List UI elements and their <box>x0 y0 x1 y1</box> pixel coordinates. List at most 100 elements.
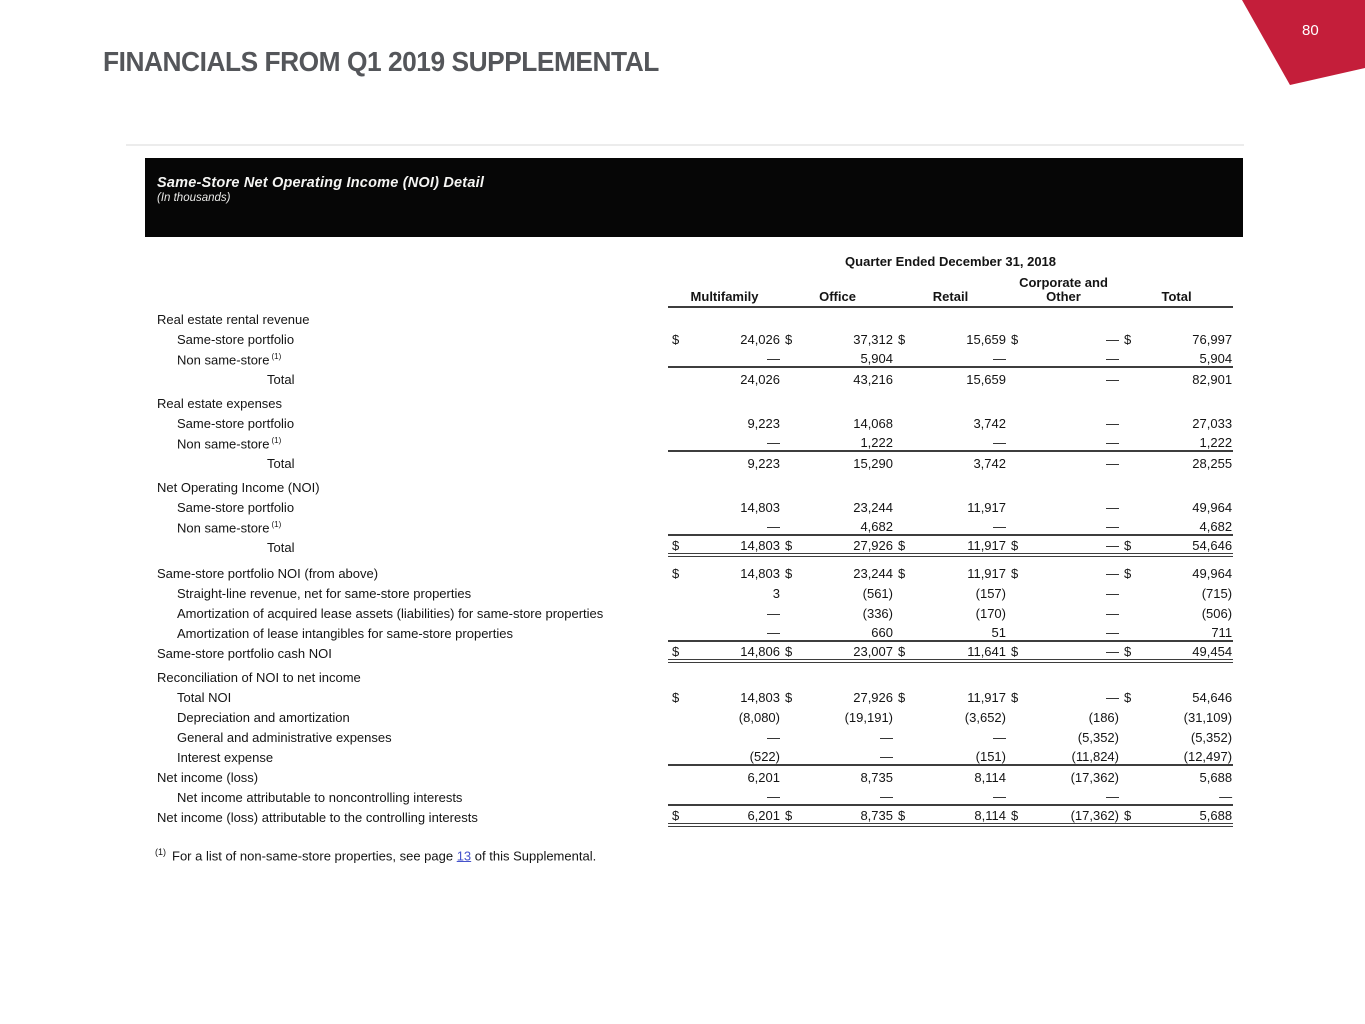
value-cell: 3,742 <box>910 450 1007 471</box>
value-cell: (157) <box>975 586 1006 601</box>
value-cell: 4,682 <box>1199 519 1233 534</box>
dollar-sign-cell: $ <box>785 332 793 347</box>
column-header: Total <box>1120 276 1234 308</box>
row-label: Same-store portfolio <box>177 332 295 347</box>
table-row: Amortization of acquired lease assets (l… <box>157 601 1233 621</box>
table-row: Interest expense (522) — (151) (11,824) (12,4… <box>157 745 1233 765</box>
value-cell: — <box>993 789 1006 804</box>
dollar-sign-cell <box>781 581 797 601</box>
value-cell: (19,191) <box>844 710 893 725</box>
dollar-sign-cell: $ <box>672 566 680 581</box>
value-cell: — <box>1106 500 1119 515</box>
value-cell: (715) <box>1201 586 1233 601</box>
row-label: Non same-store (1) <box>177 435 282 451</box>
dollar-sign-cell <box>1007 431 1023 451</box>
value-cell: 3,742 <box>973 416 1006 431</box>
dollar-sign-cell <box>781 366 797 387</box>
row-label: Reconciliation of NOI to net income <box>157 670 361 685</box>
table-row: General and administrative expenses — — — (5… <box>157 725 1233 745</box>
row-label: Total NOI <box>177 690 232 705</box>
footnote-text-after: of this Supplemental. <box>471 848 597 864</box>
dollar-sign-cell: $ <box>1120 640 1136 663</box>
value-cell: 28,255 <box>1136 450 1234 471</box>
value-cell: (31,109) <box>1183 710 1233 725</box>
value-cell: — <box>1106 625 1119 640</box>
dollar-sign-cell <box>1120 581 1136 601</box>
row-label: Amortization of acquired lease assets (l… <box>177 606 604 621</box>
value-cell: — <box>880 749 893 764</box>
dollar-sign-cell: $ <box>1124 566 1132 581</box>
value-cell: 14,806 <box>684 640 781 663</box>
value-cell: — <box>993 519 1006 534</box>
row-label: Net Operating Income (NOI) <box>157 480 320 495</box>
page-13-link[interactable]: 13 <box>456 848 472 864</box>
row-label: Total <box>267 372 295 387</box>
dollar-sign-cell: $ <box>898 332 906 347</box>
dollar-sign-cell <box>1007 725 1023 745</box>
dollar-sign-cell <box>1120 495 1136 515</box>
value-cell: 5,688 <box>1136 804 1234 827</box>
table-row: Amortization of lease intangibles for sa… <box>157 621 1233 641</box>
table-row: Net income (loss) 6,201 8,735 8,114 (17,362)… <box>157 764 1234 785</box>
value-cell: 6,201 <box>684 804 781 827</box>
value-cell: — <box>1106 606 1119 621</box>
dollar-sign-cell <box>1007 745 1023 765</box>
row-label: Interest expense <box>177 750 274 765</box>
dollar-sign-cell <box>894 764 910 785</box>
financial-table: Quarter Ended December 31, 2018 Multifam… <box>157 254 1234 827</box>
value-cell: 1,222 <box>1199 435 1233 450</box>
value-cell: — <box>1023 534 1120 557</box>
dollar-sign-cell: $ <box>781 534 797 557</box>
row-label: Non same-store (1) <box>177 519 282 535</box>
value-cell: — <box>767 606 780 621</box>
banner-subtitle: (In thousands) <box>157 192 231 204</box>
dollar-sign-cell <box>781 515 797 535</box>
dollar-sign-cell <box>781 450 797 471</box>
dollar-sign-cell <box>781 785 797 805</box>
dollar-sign-cell: $ <box>1011 332 1019 347</box>
dollar-sign-cell <box>1007 450 1023 471</box>
value-cell: — <box>1219 789 1233 804</box>
value-cell: 27,033 <box>1192 416 1233 431</box>
dollar-sign-cell <box>1120 411 1136 431</box>
table-row: Non same-store (1) — 5,904 — — 5,904 <box>157 347 1233 367</box>
period-header: Quarter Ended December 31, 2018 <box>845 254 1057 269</box>
value-cell: 14,803 <box>684 534 781 557</box>
column-header: Corporate and Other <box>1007 276 1120 308</box>
table-row: Total NOI $14,803 $27,926 $11,917 $ — $54,646 <box>157 685 1233 705</box>
row-label: Amortization of lease intangibles for sa… <box>177 626 513 641</box>
dollar-sign-cell <box>668 431 684 451</box>
value-cell: 6,201 <box>684 764 781 785</box>
value-cell: 14,803 <box>740 566 780 581</box>
value-cell: 15,659 <box>966 332 1006 347</box>
slide-title: FINANCIALS FROM Q1 2019 SUPPLEMENTAL <box>103 46 659 77</box>
value-cell: 1,222 <box>860 435 893 450</box>
row-label: Total <box>267 540 295 555</box>
table-row: Total 24,026 43,216 15,659 — 82,901 <box>157 366 1234 387</box>
dollar-sign-cell <box>668 411 684 431</box>
value-cell: — <box>767 730 780 745</box>
dollar-sign-cell: $ <box>785 566 793 581</box>
value-cell: 14,068 <box>853 416 893 431</box>
value-cell: 11,917 <box>967 566 1006 581</box>
value-cell: (170) <box>975 606 1006 621</box>
dollar-sign-cell <box>781 495 797 515</box>
dollar-sign-cell: $ <box>672 332 680 347</box>
value-cell: 49,964 <box>1192 566 1233 581</box>
dollar-sign-cell <box>668 495 684 515</box>
column-header: Retail <box>894 276 1007 308</box>
dollar-sign-cell: $ <box>785 690 793 705</box>
dollar-sign-cell <box>894 621 910 641</box>
table-row: Same-store portfolio NOI (from above) $14… <box>157 555 1233 581</box>
dollar-sign-cell <box>781 621 797 641</box>
column-header: Office <box>781 276 894 308</box>
row-label: Same-store portfolio <box>177 416 295 431</box>
dollar-sign-cell <box>668 705 684 725</box>
value-cell: — <box>1106 435 1119 450</box>
table-row: Same-store portfolio cash NOI $14,806 $23,… <box>157 640 1234 663</box>
dollar-sign-cell <box>1120 515 1136 535</box>
value-cell: (506) <box>1201 606 1233 621</box>
dollar-sign-cell <box>781 725 797 745</box>
row-label: Net income (loss) <box>157 770 259 785</box>
table-row: Real estate expenses <box>157 387 1233 411</box>
